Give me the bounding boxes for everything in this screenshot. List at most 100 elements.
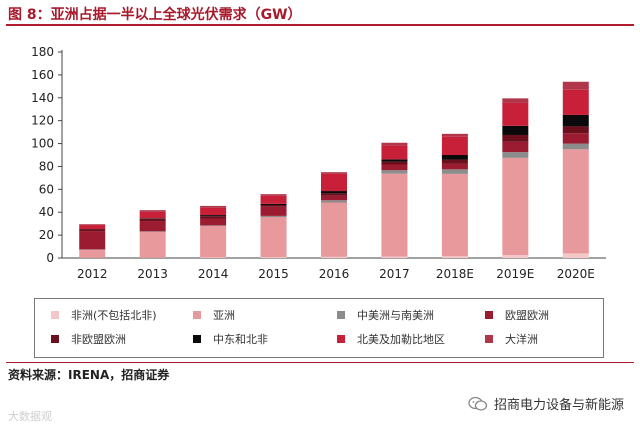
chart-legend: 非洲(不包括北非) 亚洲 中美洲与南美洲 欧盟欧洲 非欧盟欧洲 中东和北非 北美及加勒比地区… [34, 298, 604, 358]
y-tick-label: 160 [31, 68, 54, 82]
chart-bars [79, 81, 589, 258]
bar-segment [441, 133, 468, 137]
bar-segment [562, 149, 589, 254]
bar-segment [79, 231, 106, 250]
bar-segment [562, 126, 589, 134]
legend-swatch [337, 311, 345, 319]
legend-swatch [193, 335, 201, 343]
legend-swatch [337, 335, 345, 343]
bar-segment [260, 194, 287, 196]
bar-segment [200, 207, 227, 216]
bar-segment [260, 195, 287, 204]
x-tick-label: 2012 [77, 267, 108, 281]
bar-segment [200, 216, 227, 219]
watermark: 大数据观 [8, 410, 52, 423]
bar-segment [260, 215, 287, 218]
legend-swatch [51, 335, 59, 343]
bar-segment [381, 161, 408, 165]
bar-segment [260, 217, 287, 258]
bar-segment [441, 136, 468, 155]
bar-segment [321, 202, 347, 257]
legend-label: 北美及加勒比地区 [357, 333, 445, 346]
bar-segment [139, 231, 166, 232]
bar-segment [562, 89, 589, 115]
x-tick-label: 2020E [557, 267, 595, 281]
legend-item: 欧盟欧洲 [485, 307, 549, 323]
bar-segment [441, 163, 468, 170]
legend-label: 大洋洲 [505, 333, 538, 346]
bar-segment [502, 152, 529, 158]
bar-segment [381, 170, 408, 174]
bar-segment [260, 205, 287, 207]
bar-segment [502, 134, 529, 142]
bar-segment [502, 98, 529, 103]
bar-segment [562, 114, 589, 127]
bar-segment [79, 225, 106, 230]
bar-segment [321, 191, 347, 194]
bar-segment [139, 211, 166, 219]
x-tick-labels: 2012 2013 2014 2015 2016 2017 2018E 2019E 2020E [77, 267, 595, 281]
bar-segment [381, 159, 408, 162]
bar-segment [321, 256, 347, 258]
y-tick-label: 0 [46, 251, 54, 265]
bar-segment [502, 102, 529, 126]
y-tick-label: 120 [31, 114, 54, 128]
bar-segment [441, 155, 468, 160]
x-tick-label: 2017 [379, 267, 410, 281]
bar-segment [321, 200, 347, 203]
x-tick-label: 2015 [258, 267, 289, 281]
bar-segment [381, 173, 408, 257]
bar-segment [79, 249, 106, 258]
bar-segment [200, 257, 227, 258]
bar-segment [200, 205, 227, 208]
bar-segment [139, 218, 166, 222]
bar-segment [260, 203, 287, 206]
bar-segment [381, 164, 408, 171]
legend-label: 亚洲 [213, 309, 235, 322]
bar-segment [502, 157, 529, 256]
legend-swatch [485, 335, 493, 343]
legend-swatch [193, 311, 201, 319]
bar-segment [441, 173, 468, 257]
bar-segment [562, 81, 589, 90]
x-tick-label: 2014 [198, 267, 229, 281]
x-tick-label: 2018E [436, 267, 474, 281]
bar-segment [200, 225, 227, 226]
bar-segment [321, 193, 347, 196]
legend-label: 非洲(不包括北非) [71, 309, 157, 322]
y-tick-label: 140 [31, 91, 54, 105]
legend-item: 大洋洲 [485, 331, 538, 347]
bar-segment [502, 141, 529, 153]
legend-item: 非洲(不包括北非) [51, 307, 157, 323]
bar-segment [381, 256, 408, 258]
wechat-attribution: 招商电力设备与新能源 [468, 394, 624, 413]
legend-label: 欧盟欧洲 [505, 309, 549, 322]
bar-segment [381, 142, 408, 146]
bar-segment [502, 125, 529, 135]
legend-swatch [485, 311, 493, 319]
bar-segment [321, 195, 347, 201]
bar-segment [502, 255, 529, 258]
x-tick-label: 2019E [496, 267, 534, 281]
bar-segment [260, 206, 287, 216]
legend-item: 亚洲 [193, 307, 235, 323]
bar-segment [139, 218, 166, 219]
bar-segment [441, 256, 468, 258]
bar-segment [200, 225, 227, 258]
bar-segment [79, 224, 106, 226]
x-tick-label: 2013 [137, 267, 168, 281]
y-tick-label: 20 [39, 228, 54, 242]
bar-segment [139, 210, 166, 212]
y-tick-label: 60 [39, 182, 54, 196]
legend-swatch [51, 311, 59, 319]
legend-item: 非欧盟欧洲 [51, 331, 126, 347]
bar-segment [200, 218, 227, 226]
bar-segment [260, 257, 287, 258]
bar-segment [562, 133, 589, 144]
legend-item: 中美洲与南美洲 [337, 307, 434, 323]
legend-item: 北美及加勒比地区 [337, 331, 445, 347]
source-note: 资料来源：IRENA，招商证券 [6, 362, 634, 382]
figure-title: 图 8：亚洲占据一半以上全球光伏需求（GW） [6, 4, 634, 26]
bar-segment [381, 145, 408, 160]
